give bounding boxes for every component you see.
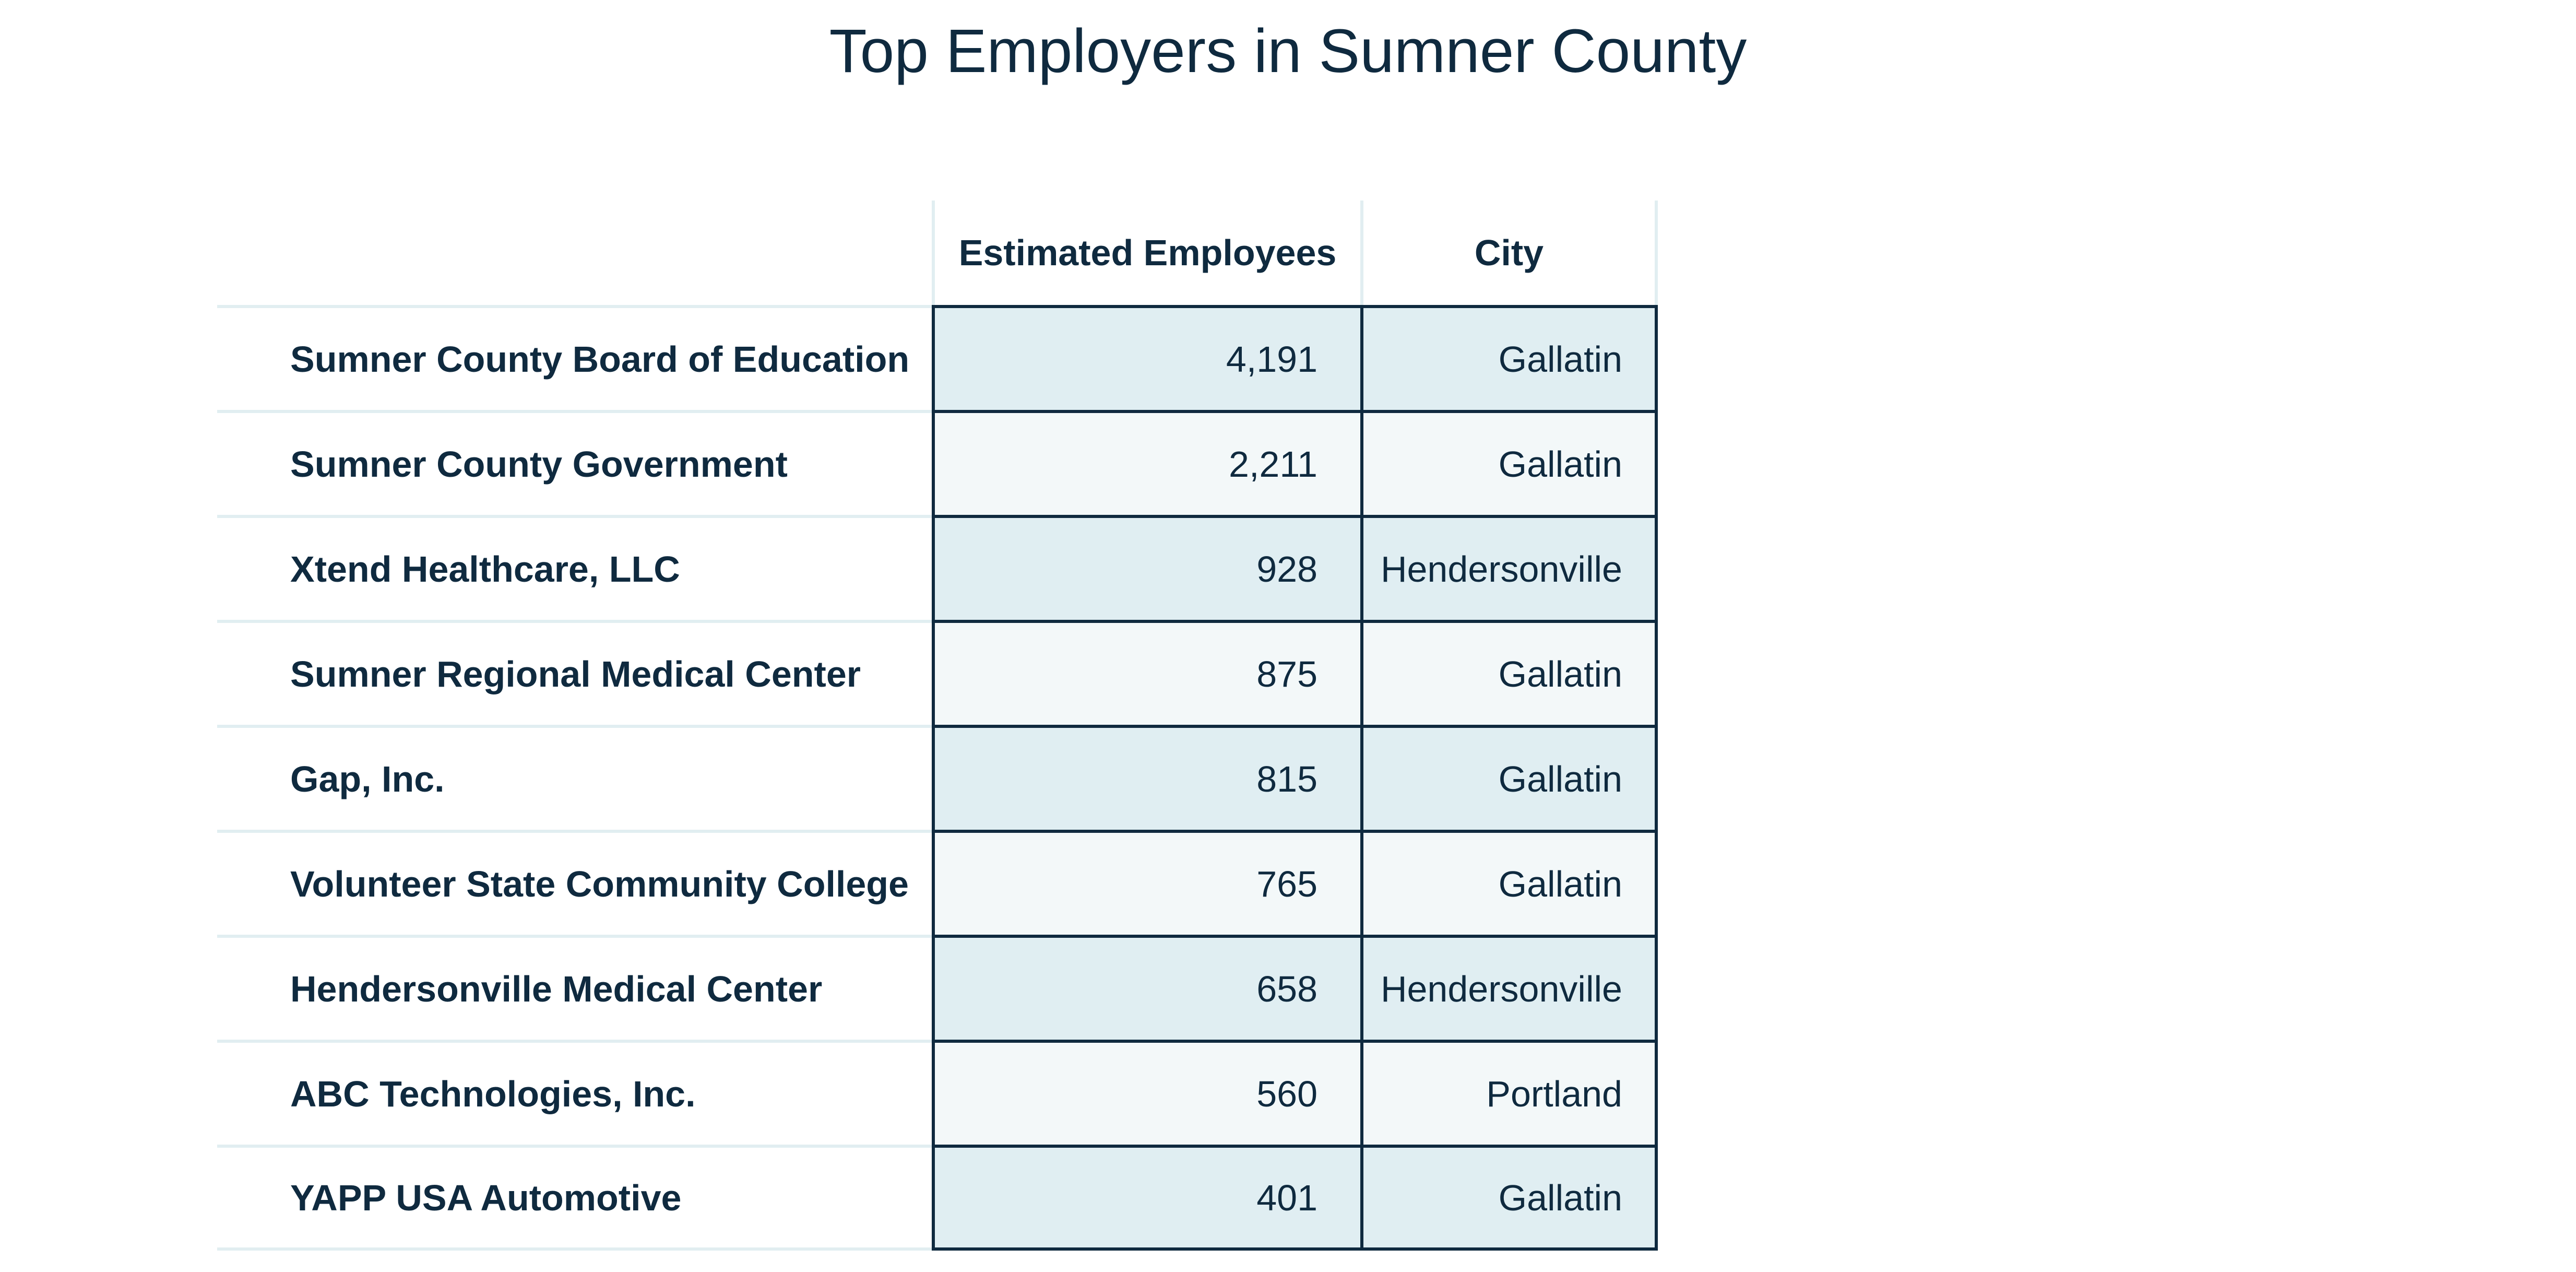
employee-count: 815 <box>932 725 1360 830</box>
employee-count: 560 <box>932 1040 1360 1145</box>
employer-city: Gallatin <box>1360 620 1658 725</box>
employer-name: Hendersonville Medical Center <box>217 935 932 1040</box>
employer-city: Hendersonville <box>1360 515 1658 620</box>
employer-city: Gallatin <box>1360 305 1658 410</box>
employee-count: 4,191 <box>932 305 1360 410</box>
table-row: Sumner County Government 2,211 Gallatin <box>217 410 1658 515</box>
employers-table: Estimated Employees City Sumner County B… <box>217 201 1658 1251</box>
table-row: Xtend Healthcare, LLC 928 Hendersonville <box>217 515 1658 620</box>
table-row: Hendersonville Medical Center 658 Hender… <box>217 935 1658 1040</box>
employer-city: Gallatin <box>1360 725 1658 830</box>
employer-city: Gallatin <box>1360 1145 1658 1251</box>
header-city: City <box>1360 201 1658 305</box>
employee-count: 928 <box>932 515 1360 620</box>
employer-name: Volunteer State Community College <box>217 830 932 935</box>
employer-name: ABC Technologies, Inc. <box>217 1040 932 1145</box>
table-row: Volunteer State Community College 765 Ga… <box>217 830 1658 935</box>
employer-city: Gallatin <box>1360 410 1658 515</box>
table-row: Sumner County Board of Education 4,191 G… <box>217 305 1658 410</box>
employer-name: Xtend Healthcare, LLC <box>217 515 932 620</box>
page-title: Top Employers in Sumner County <box>829 17 1747 86</box>
employer-city: Hendersonville <box>1360 935 1658 1040</box>
employee-count: 875 <box>932 620 1360 725</box>
employer-name: Sumner County Board of Education <box>217 305 932 410</box>
table-header-row: Estimated Employees City <box>217 201 1658 305</box>
employer-city: Gallatin <box>1360 830 1658 935</box>
employer-name: Sumner Regional Medical Center <box>217 620 932 725</box>
table-row: ABC Technologies, Inc. 560 Portland <box>217 1040 1658 1145</box>
table-row: YAPP USA Automotive 401 Gallatin <box>217 1145 1658 1251</box>
employee-count: 401 <box>932 1145 1360 1251</box>
employee-count: 658 <box>932 935 1360 1040</box>
employer-name: YAPP USA Automotive <box>217 1145 932 1251</box>
header-estimated-employees: Estimated Employees <box>932 201 1360 305</box>
header-name <box>217 201 932 305</box>
employee-count: 765 <box>932 830 1360 935</box>
table-row: Sumner Regional Medical Center 875 Galla… <box>217 620 1658 725</box>
table-row: Gap, Inc. 815 Gallatin <box>217 725 1658 830</box>
employer-name: Sumner County Government <box>217 410 932 515</box>
employer-city: Portland <box>1360 1040 1658 1145</box>
employer-name: Gap, Inc. <box>217 725 932 830</box>
employee-count: 2,211 <box>932 410 1360 515</box>
